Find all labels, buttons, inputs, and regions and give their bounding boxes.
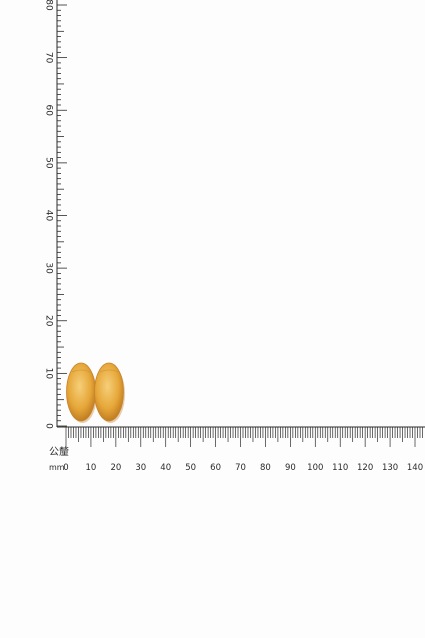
horizontal-tick-label: 140: [407, 463, 423, 473]
vertical-tick-label: 40: [44, 210, 54, 222]
horizontal-tick-label: 60: [210, 463, 221, 473]
ruler-unit-chinese: 公釐: [49, 445, 69, 458]
horizontal-tick-label: 100: [307, 463, 323, 473]
horizontal-tick-label: 20: [110, 463, 121, 473]
horizontal-tick-label: 90: [285, 463, 296, 473]
vertical-tick-label: 20: [44, 315, 54, 327]
vertical-tick-label: 0: [44, 423, 54, 429]
horizontal-tick-label: 40: [160, 463, 171, 473]
vertical-tick-label: 50: [44, 157, 54, 169]
horizontal-tick-label: 130: [382, 463, 398, 473]
tablet-right: [94, 362, 125, 423]
horizontal-tick-label: 70: [235, 463, 246, 473]
horizontal-tick-label: 10: [86, 463, 97, 473]
horizontal-tick-label: 50: [185, 463, 196, 473]
vertical-tick-label: 70: [44, 52, 54, 64]
horizontal-ruler: 0 10 20 30 40 50 60 70 80 90 100 110 120 130 140: [57, 426, 425, 473]
tablet-left: [66, 362, 97, 423]
horizontal-tick-label: 30: [135, 463, 146, 473]
horizontal-tick-label: 0: [63, 463, 68, 473]
vertical-tick-label: 30: [44, 262, 54, 274]
vertical-tick-label: 10: [44, 368, 54, 380]
ruler-unit-mm: mm: [49, 463, 65, 472]
vertical-tick-label: 60: [44, 105, 54, 117]
horizontal-tick-label: 110: [332, 463, 348, 473]
vertical-tick-label: 80: [44, 0, 54, 11]
horizontal-tick-label: 80: [260, 463, 271, 473]
vertical-ruler: 0 10 20 30 40 50 60 70 80: [44, 0, 67, 429]
horizontal-tick-label: 120: [357, 463, 373, 473]
